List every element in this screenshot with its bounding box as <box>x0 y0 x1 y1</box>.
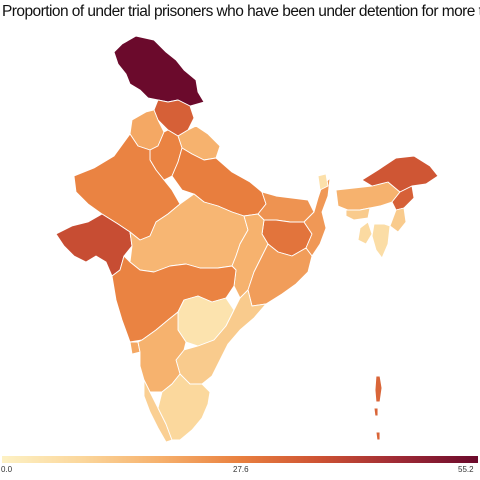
region-andhra-pradesh[interactable] <box>175 289 267 385</box>
region-jammu-and-kashmir[interactable] <box>113 35 205 107</box>
region-tamil-nadu[interactable] <box>157 373 211 441</box>
legend-mid-label: 27.6 <box>233 465 249 474</box>
region-andaman-and-nicobar-islands[interactable] <box>373 375 383 441</box>
region-assam[interactable] <box>335 181 401 211</box>
region-manipur[interactable] <box>389 207 407 233</box>
region-kerala[interactable] <box>143 379 173 443</box>
region-karnataka[interactable] <box>137 311 187 393</box>
region-arunachal-pradesh[interactable] <box>361 155 439 193</box>
legend-color-bar <box>2 456 478 463</box>
legend-max-label: 55.2 <box>458 465 474 474</box>
region-sikkim[interactable] <box>317 173 329 191</box>
map-title: Proportion of under trial prisoners who … <box>2 3 480 20</box>
region-bihar[interactable] <box>257 191 315 223</box>
region-mizoram[interactable] <box>371 223 391 259</box>
region-tripura[interactable] <box>357 221 373 245</box>
region-odisha[interactable] <box>247 243 313 307</box>
legend-min-label: 0.0 <box>1 465 13 474</box>
region-meghalaya[interactable] <box>345 207 371 221</box>
